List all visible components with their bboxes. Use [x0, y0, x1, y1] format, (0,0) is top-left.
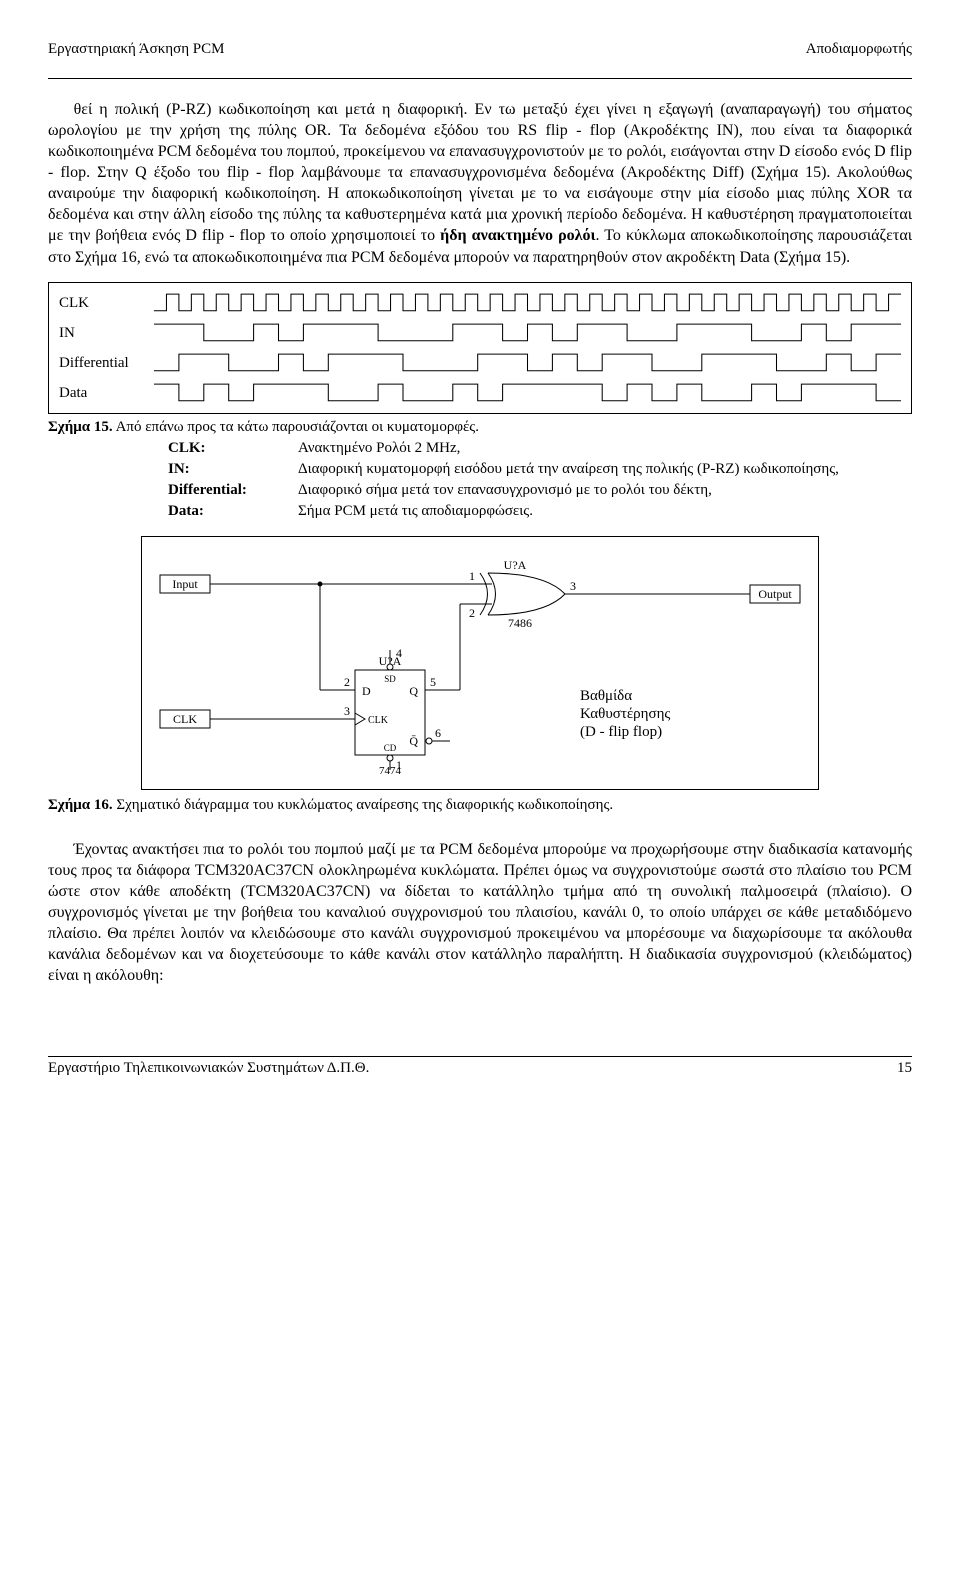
- svg-text:Βαθμίδα: Βαθμίδα: [580, 688, 632, 704]
- svg-text:2: 2: [469, 606, 475, 620]
- wave-label-in: IN: [59, 324, 154, 344]
- paragraph-2: Έχοντας ανακτήσει πια το ρολόι του πομπο…: [48, 839, 912, 987]
- svg-text:5: 5: [430, 675, 436, 689]
- svg-text:CLK: CLK: [368, 715, 389, 726]
- fig15-caption: Σχήμα 15. Από επάνω προς τα κάτω παρουσι…: [48, 418, 912, 438]
- def-row: Data: Σήμα PCM μετά τις αποδιαμορφώσεις.: [168, 502, 912, 522]
- fig16-caption: Σχήμα 16. Σχηματικό διάγραμμα του κυκλώμ…: [48, 796, 912, 816]
- page-footer: Εργαστήριο Τηλεπικοινωνιακών Συστημάτων …: [48, 1056, 912, 1079]
- wave-diff-icon: [154, 350, 901, 377]
- wave-row-clk: CLK: [59, 289, 901, 319]
- svg-text:Καθυστέρησης: Καθυστέρησης: [580, 706, 670, 722]
- paragraph-1: θεί η πολική (P-RZ) κωδικοποίηση και μετ…: [48, 99, 912, 268]
- wave-row-diff: Differential: [59, 349, 901, 379]
- page-header: Εργαστηριακή Άσκηση PCM Αποδιαμορφωτής: [48, 40, 912, 60]
- fig16-lead: Σχήμα 16.: [48, 797, 113, 813]
- def-def: Ανακτημένο Ρολόι 2 MHz,: [298, 439, 912, 459]
- wave-row-data: Data: [59, 379, 901, 409]
- svg-text:6: 6: [435, 726, 441, 740]
- header-rule: [48, 78, 912, 79]
- wave-label-diff: Differential: [59, 354, 154, 374]
- svg-text:Q̄: Q̄: [409, 734, 418, 748]
- fig15-definitions: CLK: Ανακτημένο Ρολόι 2 MHz, IN: Διαφορι…: [168, 439, 912, 521]
- svg-text:SD: SD: [384, 674, 396, 684]
- wave-in-icon: [154, 320, 901, 347]
- waveform-panel: CLK IN Differential Data: [48, 282, 912, 414]
- svg-text:Q: Q: [409, 684, 418, 698]
- def-row: IN: Διαφορική κυματομορφή εισόδου μετά τ…: [168, 460, 912, 480]
- fig15-text: Από επάνω προς τα κάτω παρουσιάζονται οι…: [113, 419, 479, 435]
- footer-right: 15: [897, 1059, 912, 1079]
- fig15-lead: Σχήμα 15.: [48, 419, 113, 435]
- svg-text:(D - flip flop): (D - flip flop): [580, 724, 662, 740]
- svg-text:4: 4: [396, 646, 402, 660]
- wave-label-clk: CLK: [59, 294, 154, 314]
- def-term: Data:: [168, 502, 298, 522]
- def-row: Differential: Διαφορικό σήμα μετά τον επ…: [168, 481, 912, 501]
- sch-clk-label: CLK: [173, 712, 197, 726]
- wave-row-in: IN: [59, 319, 901, 349]
- def-def: Σήμα PCM μετά τις αποδιαμορφώσεις.: [298, 502, 912, 522]
- header-right: Αποδιαμορφωτής: [806, 40, 912, 60]
- schematic-wrap: Input CLK Output 1 2 3 U?A: [48, 536, 912, 790]
- header-left: Εργαστηριακή Άσκηση PCM: [48, 40, 224, 60]
- svg-text:2: 2: [344, 675, 350, 689]
- def-def: Διαφορικό σήμα μετά τον επανασυγχρονισμό…: [298, 481, 912, 501]
- svg-text:7486: 7486: [508, 616, 532, 630]
- svg-text:3: 3: [570, 579, 576, 593]
- def-row: CLK: Ανακτημένο Ρολόι 2 MHz,: [168, 439, 912, 459]
- schematic-svg-icon: Input CLK Output 1 2 3 U?A: [150, 545, 810, 775]
- svg-text:CD: CD: [384, 743, 397, 753]
- sch-output-label: Output: [758, 587, 792, 601]
- footer-left: Εργαστήριο Τηλεπικοινωνιακών Συστημάτων …: [48, 1059, 369, 1079]
- svg-text:7474: 7474: [379, 765, 402, 775]
- para1-main: θεί η πολική (P-RZ) κωδικοποίηση και μετ…: [48, 101, 912, 245]
- svg-text:1: 1: [469, 569, 475, 583]
- fig16-text: Σχηματικό διάγραμμα του κυκλώματος αναίρ…: [113, 797, 614, 813]
- def-term: CLK:: [168, 439, 298, 459]
- def-term: IN:: [168, 460, 298, 480]
- svg-text:D: D: [362, 684, 371, 698]
- wave-clk-icon: [154, 290, 901, 317]
- wave-label-data: Data: [59, 384, 154, 404]
- def-def: Διαφορική κυματομορφή εισόδου μετά την α…: [298, 460, 912, 480]
- para1-bold: ήδη ανακτημένο ρολόι: [440, 227, 595, 244]
- wave-data-icon: [154, 380, 901, 407]
- schematic-box: Input CLK Output 1 2 3 U?A: [141, 536, 819, 790]
- sch-input-label: Input: [172, 577, 198, 591]
- svg-text:3: 3: [344, 704, 350, 718]
- svg-text:U?A: U?A: [504, 558, 527, 572]
- def-term: Differential:: [168, 481, 298, 501]
